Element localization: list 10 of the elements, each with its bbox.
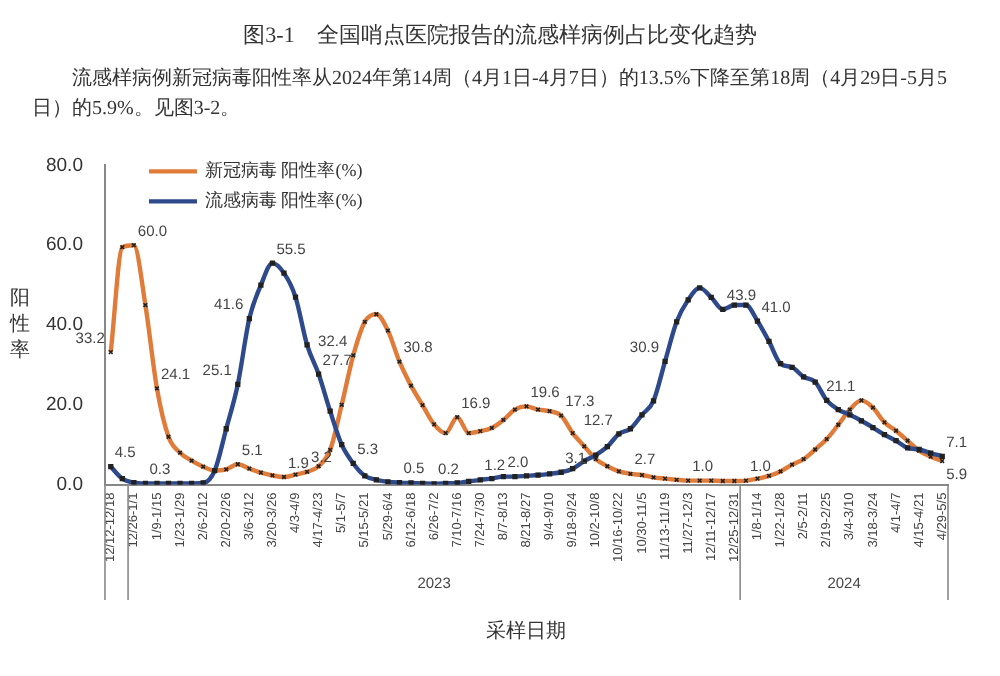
chart-title: 图3-1 全国哨点医院报告的流感样病例占比变化趋势 — [241, 21, 759, 52]
x-axis-title: 采样日期 — [486, 619, 567, 644]
legend-label: 新冠病毒 阳性率(%) — [204, 160, 363, 181]
chart-subtitle: 流感样病例新冠病毒阳性率从2024年第14周（4月1日-4月7日）的13.5%下降至第18周（4月29日-5月5日）的5.9%。见图3-2。 — [30, 65, 949, 124]
y-tick-label: 80.0 — [45, 154, 83, 177]
y-tick-label: 60.0 — [45, 234, 83, 257]
y-axis-title: 阳性率 — [8, 288, 30, 363]
y-tick-label: 0.0 — [56, 473, 83, 496]
legend-label: 流感病毒 阳性率(%) — [204, 190, 363, 211]
y-tick-label: 20.0 — [45, 394, 83, 417]
